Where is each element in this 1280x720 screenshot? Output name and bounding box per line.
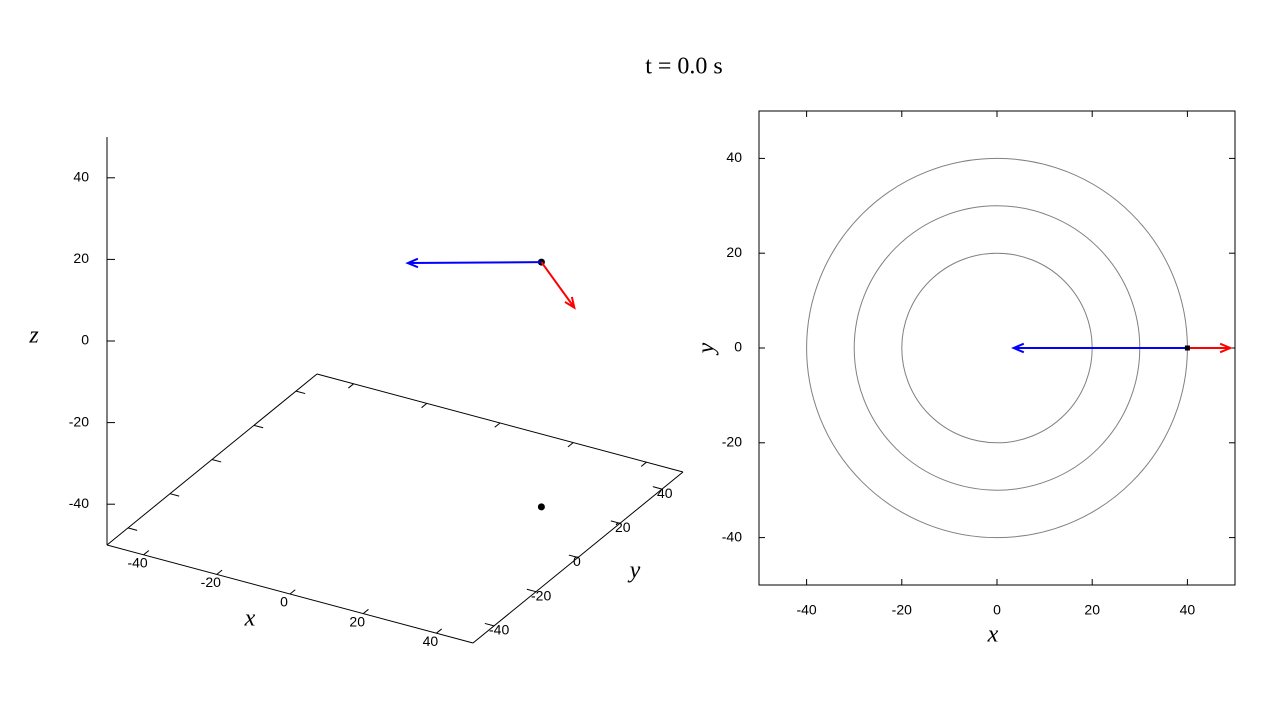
x-tick-label: -40 [127,555,147,571]
x-tick [289,589,296,595]
y-tick [652,486,663,490]
z-axis-label: z [28,323,39,349]
x-tick [421,403,428,409]
vector-arrow [540,261,576,310]
z-tick-label: 40 [73,169,89,185]
y-tick [211,459,222,463]
x-tick [216,569,223,575]
x-tick-label: 40 [423,633,439,649]
x-tick [436,628,442,634]
vector-arrow [1187,342,1233,354]
particle [537,503,545,511]
y-tick [610,520,621,524]
x-axis-label: x [987,622,999,648]
y-tick-label: 40 [726,149,742,165]
x-tick [348,383,354,389]
y-tick [526,588,537,593]
y-axis-label: y [694,342,720,355]
x-axis-label: x [244,606,256,632]
z-tick-label: -20 [69,413,89,429]
x-tick [362,608,369,614]
y-tick-label: 0 [573,553,581,569]
figure-title: t = 0.0 s [645,54,723,80]
y-tick-label: -40 [489,622,509,638]
z-tick-label: 0 [81,332,89,348]
y-tick-label: -40 [722,528,742,544]
y-tick [484,622,495,627]
x-tick-label: 0 [280,594,288,610]
x-tick [567,442,574,448]
x-tick-label: 0 [993,602,1001,618]
y-tick-label: -20 [722,434,742,450]
y-tick [127,527,138,531]
x-tick [640,461,647,467]
x-tick-label: -40 [796,602,816,618]
y-tick-label: 0 [734,339,742,355]
x-tick-label: -20 [201,574,221,590]
y-tick [568,554,579,558]
y-tick [169,493,180,497]
y-tick [295,390,306,395]
y-tick-label: 40 [657,485,673,501]
x-tick [494,422,501,428]
x-tick-label: 20 [1084,602,1100,618]
z-tick-label: -40 [69,495,89,511]
y-axis-label: y [628,558,641,584]
x-tick-label: 20 [349,613,365,629]
y-tick-label: 20 [726,244,742,260]
x-tick [143,550,150,556]
x-tick-label: -20 [892,602,912,618]
x-tick-label: 40 [1180,602,1196,618]
particle [1184,345,1190,351]
vector-arrow [1011,342,1188,354]
y-tick-label: -20 [531,587,551,603]
y-tick [253,424,264,429]
y-tick-label: 20 [615,519,631,535]
z-tick-label: 20 [73,250,89,266]
vector-arrow [405,257,542,269]
